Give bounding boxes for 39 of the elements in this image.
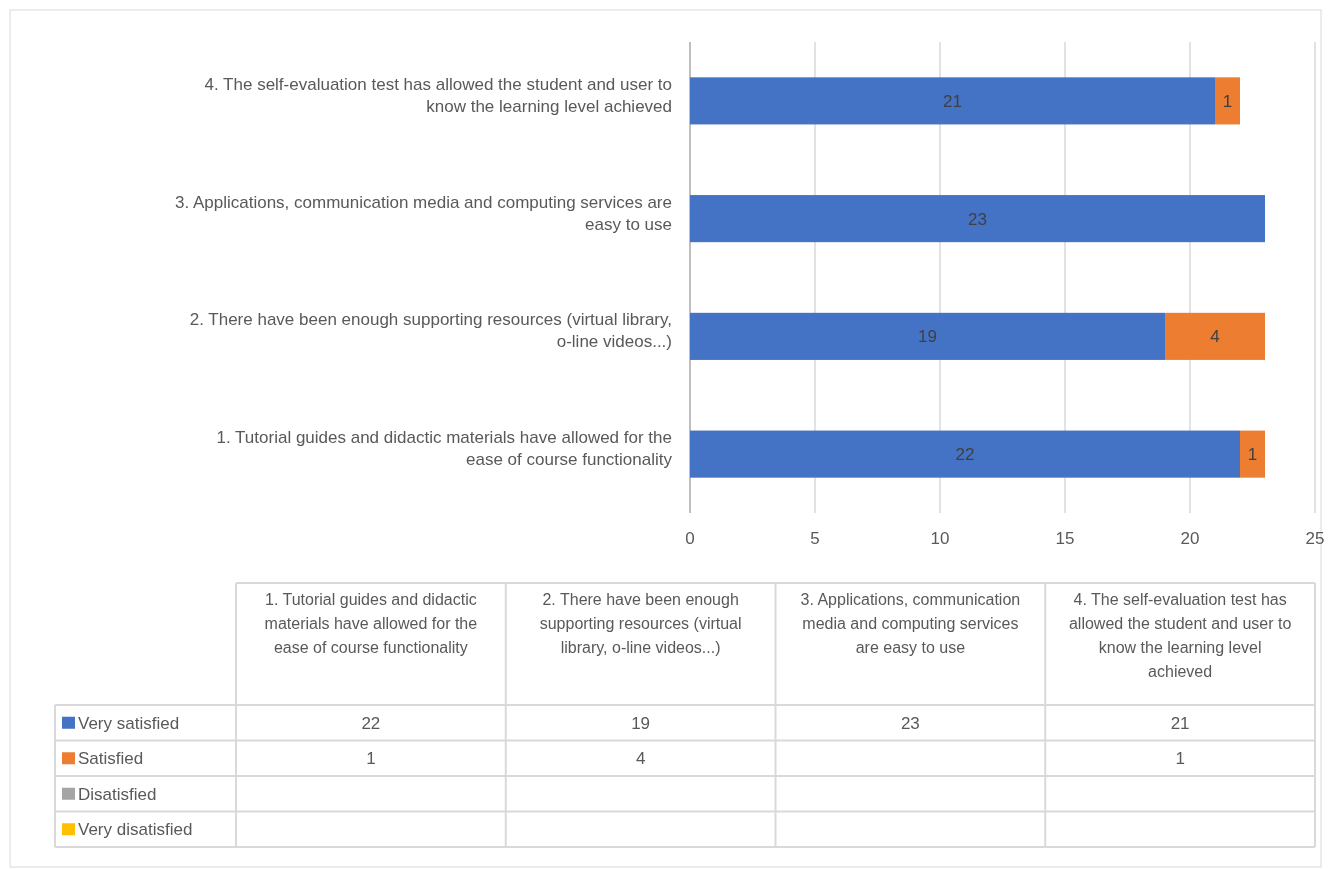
x-tick-label: 20 (1180, 529, 1200, 548)
legend-label: Very satisfied (78, 713, 180, 733)
y-tick-label: 4. The self-evaluation test has allowed the student and user to know the learning level achieved (204, 74, 672, 116)
x-tick-label: 0 (685, 529, 695, 548)
data-label: 21 (1170, 713, 1190, 733)
bar (1240, 430, 1265, 478)
data-label: 19 (631, 713, 651, 733)
data-label: 22 (361, 713, 381, 733)
data-label: 23 (900, 713, 920, 733)
data-label: 23 (968, 209, 987, 229)
bar (690, 430, 1240, 478)
bar (1165, 312, 1265, 360)
data-label: 4 (1210, 327, 1220, 347)
legend-label: Satisfied (78, 749, 144, 769)
x-tick-label: 5 (810, 529, 820, 548)
data-label: 22 (955, 445, 975, 465)
legend-label: Very disatisfied (78, 820, 193, 840)
data-label: 1 (366, 749, 376, 769)
y-tick-label: 1. Tutorial guides and didactic materials have allowed for the ease of course functionality (216, 428, 673, 470)
bar (690, 195, 1265, 243)
category-label: 1. Tutorial guides and didactic materials have allowed for the ease of course functionality (264, 591, 478, 656)
category-label: 3. Applications, communication media and computing services are easy to use (800, 591, 1021, 656)
category-label: 2. There have been enough supporting resources (virtual library, o-line videos...) (539, 591, 742, 656)
bar (1215, 77, 1240, 125)
data-label: 19 (918, 327, 937, 347)
x-tick-label: 25 (1305, 529, 1325, 548)
legend-label: Disatisfied (78, 784, 157, 804)
bar (690, 312, 1165, 360)
x-tick-label: 10 (930, 529, 950, 548)
bar (690, 77, 1215, 125)
y-tick-label: 3. Applications, communication media and computing services are easy to use (174, 192, 672, 234)
category-label: 4. The self-evaluation test has allowed the student and user to know the learning level achieved (1068, 591, 1292, 680)
data-label: 4 (635, 749, 646, 769)
data-label: 1 (1175, 749, 1185, 769)
data-label: 21 (943, 91, 962, 111)
data-label: 1 (1247, 445, 1258, 465)
x-tick-label: 15 (1055, 529, 1075, 548)
y-tick-label: 2. There have been enough supporting resources (virtual library, o-line videos...) (189, 310, 672, 352)
data-label: 1 (1222, 91, 1233, 111)
